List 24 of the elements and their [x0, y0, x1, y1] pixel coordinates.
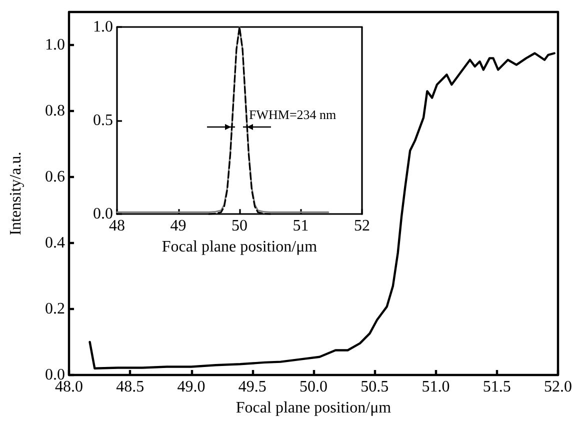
y-axis-title: Intensity/a.u. [8, 152, 24, 236]
x-tick-label: 50.0 [300, 378, 328, 396]
y-tick-label: 0.2 [45, 300, 65, 318]
x-axis-title: Focal plane position/μm [162, 238, 318, 256]
x-tick-label: 51.5 [482, 378, 511, 396]
y-tick-label: 0.5 [93, 112, 113, 130]
x-tick-label: 48.5 [116, 378, 144, 396]
x-tick-label: 49.5 [238, 378, 266, 396]
x-tick-label: 48.0 [55, 378, 83, 396]
x-axis-title: Focal plane position/μm [236, 399, 392, 416]
y-tick-label: 1.0 [93, 18, 113, 36]
x-tick-label: 50 [232, 218, 248, 235]
x-tick-label: 49 [170, 218, 186, 235]
y-tick-label: 0.8 [45, 102, 65, 120]
x-tick-label: 51 [292, 218, 309, 235]
y-tick-label: 0.4 [45, 234, 65, 252]
x-tick-label: 52 [354, 218, 370, 235]
y-tick-label: 1.0 [45, 36, 65, 54]
x-tick-label: 50.5 [360, 378, 389, 396]
x-tick-label: 49.0 [177, 378, 206, 396]
y-tick-label: 0.6 [45, 168, 65, 186]
x-tick-label: 51.0 [422, 378, 450, 396]
x-tick-label: 52.0 [544, 378, 572, 396]
annotation: FWHM=234 nm [249, 107, 336, 122]
